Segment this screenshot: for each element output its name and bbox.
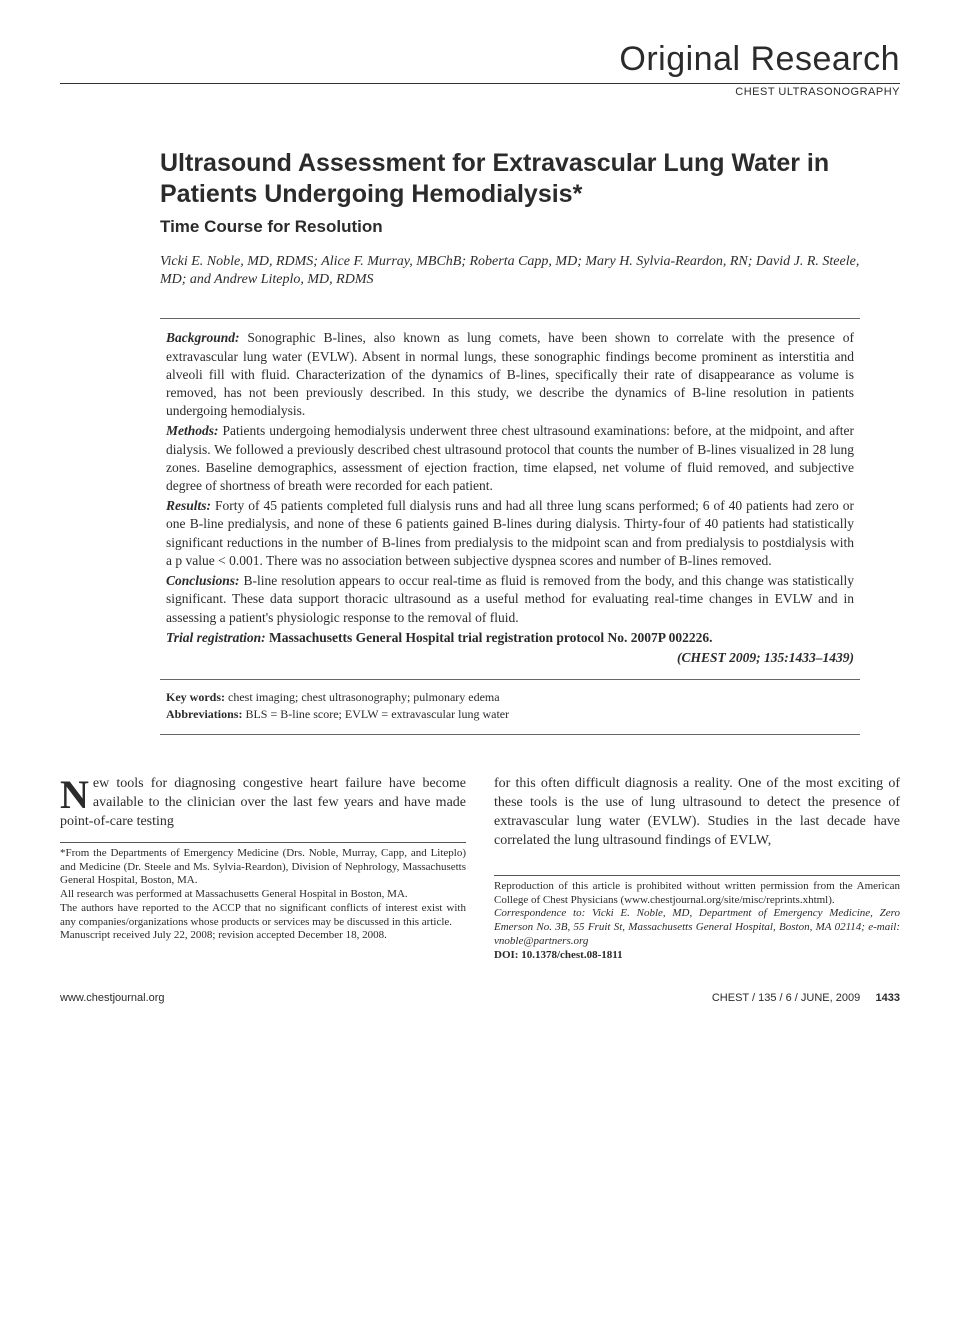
article-subtitle: Time Course for Resolution [160, 217, 860, 237]
column-right: for this often difficult diagnosis a rea… [494, 775, 900, 962]
footnote-reproduction: Reproduction of this article is prohibit… [494, 880, 900, 908]
column-left: N ew tools for diagnosing congestive hea… [60, 775, 466, 962]
footnote-doi-label: DOI: [494, 949, 521, 961]
abstract-trial-text: Massachusetts General Hospital trial reg… [269, 630, 712, 645]
article-title: Ultrasound Assessment for Extravascular … [160, 148, 860, 211]
body-columns: N ew tools for diagnosing congestive hea… [60, 775, 900, 962]
footer-journal-ref: CHEST / 135 / 6 / JUNE, 2009 [712, 992, 860, 1004]
footnotes-left: *From the Departments of Emergency Medic… [60, 842, 466, 943]
article-authors: Vicki E. Noble, MD, RDMS; Alice F. Murra… [160, 253, 860, 291]
abstract-conclusions-text: B-line resolution appears to occur real-… [166, 573, 854, 624]
abstract-background-text: Sonographic B-lines, also known as lung … [166, 330, 854, 418]
page-footer: www.chestjournal.org CHEST / 135 / 6 / J… [60, 992, 900, 1004]
abstract-citation: (CHEST 2009; 135:1433–1439) [166, 649, 854, 667]
dropcap: N [60, 775, 93, 811]
abstract-box: Background: Sonographic B-lines, also kn… [160, 318, 860, 680]
abbreviations-line: Abbreviations: BLS = B-line score; EVLW … [166, 707, 854, 722]
section-header: Original Research [60, 40, 900, 84]
footnote-correspondence-text: Correspondence to: Vicki E. Noble, MD, D… [494, 907, 900, 947]
footnote-doi: DOI: 10.1378/chest.08-1811 [494, 949, 900, 963]
abstract-methods: Methods: Patients undergoing hemodialysi… [166, 422, 854, 495]
abstract-results: Results: Forty of 45 patients completed … [166, 497, 854, 570]
abstract-trial: Trial registration: Massachusetts Genera… [166, 629, 854, 647]
keywords-text: chest imaging; chest ultrasonography; pu… [228, 690, 500, 704]
footnotes-right: Reproduction of this article is prohibit… [494, 875, 900, 963]
abstract-background-label: Background: [166, 330, 240, 345]
abbreviations-label: Abbreviations: [166, 707, 242, 721]
abstract-background: Background: Sonographic B-lines, also kn… [166, 329, 854, 420]
intro-paragraph: N ew tools for diagnosing congestive hea… [60, 775, 466, 832]
footnote-conflicts: The authors have reported to the ACCP th… [60, 902, 466, 930]
footnote-affiliation: *From the Departments of Emergency Medic… [60, 847, 466, 888]
abstract-conclusions-label: Conclusions: [166, 573, 240, 588]
footer-page-number: 1433 [876, 992, 900, 1004]
abstract-methods-label: Methods: [166, 423, 219, 438]
abstract-conclusions: Conclusions: B-line resolution appears t… [166, 572, 854, 627]
abstract-results-label: Results: [166, 498, 211, 513]
keywords-line: Key words: chest imaging; chest ultrason… [166, 690, 854, 705]
col2-text: for this often difficult diagnosis a rea… [494, 775, 900, 851]
abstract-trial-label: Trial registration: [166, 630, 266, 645]
footnote-doi-value: 10.1378/chest.08-1811 [521, 949, 622, 961]
keywords-label: Key words: [166, 690, 225, 704]
abbreviations-text: BLS = B-line score; EVLW = extravascular… [245, 707, 509, 721]
footnote-manuscript-dates: Manuscript received July 22, 2008; revis… [60, 929, 466, 943]
footnote-research-site: All research was performed at Massachuse… [60, 888, 466, 902]
footnote-correspondence: Correspondence to: Vicki E. Noble, MD, D… [494, 907, 900, 948]
footer-right: CHEST / 135 / 6 / JUNE, 2009 1433 [712, 992, 900, 1004]
abstract-results-text: Forty of 45 patients completed full dial… [166, 498, 854, 568]
section-title: Original Research [60, 40, 900, 79]
keywords-block: Key words: chest imaging; chest ultrason… [160, 680, 860, 735]
article-header-block: Ultrasound Assessment for Extravascular … [60, 148, 900, 735]
footer-url: www.chestjournal.org [60, 992, 165, 1004]
abstract-methods-text: Patients undergoing hemodialysis underwe… [166, 423, 854, 493]
section-category: CHEST ULTRASONOGRAPHY [60, 86, 900, 98]
intro-text: ew tools for diagnosing congestive heart… [60, 776, 466, 829]
